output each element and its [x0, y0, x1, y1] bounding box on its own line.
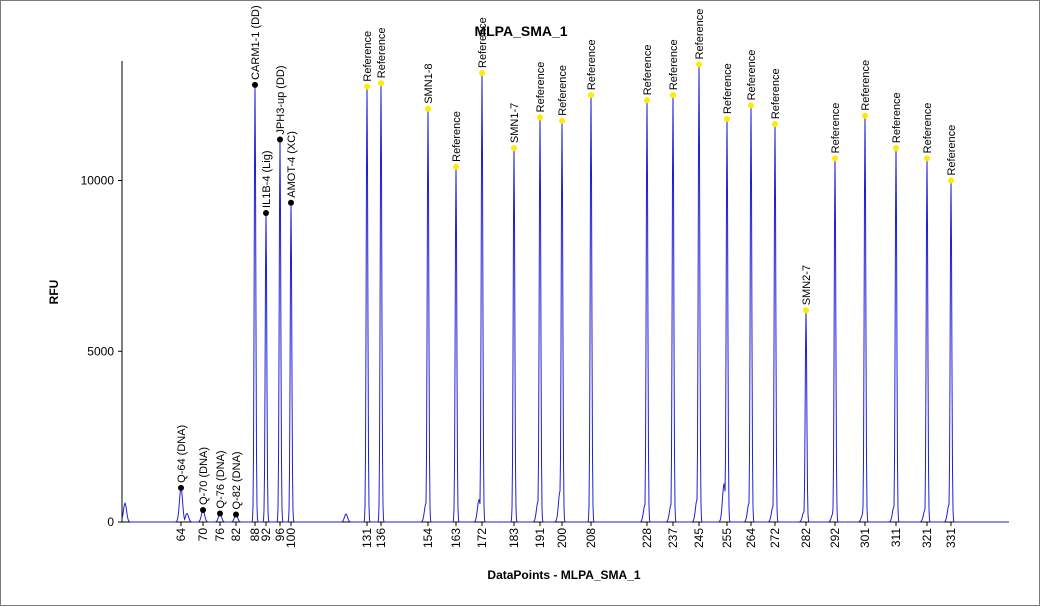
- x-tick-label: 331: [944, 528, 958, 548]
- peak-marker: [948, 177, 954, 184]
- x-tick-label: 163: [449, 528, 463, 548]
- peak-label: Q-82 (DNA): [231, 451, 243, 509]
- peak-label: CARM1-1 (DD): [250, 5, 262, 80]
- x-tick-label: 172: [475, 528, 489, 548]
- peak-marker: [200, 507, 206, 514]
- signal-trace: [121, 64, 1009, 523]
- peak-marker: [644, 97, 650, 104]
- x-tick-label: 96: [273, 528, 287, 542]
- peak-label: SMN1-7: [509, 103, 521, 143]
- x-tick-label: 64: [174, 528, 188, 542]
- x-tick-label: 200: [555, 528, 569, 548]
- peak-label: Reference: [922, 103, 934, 154]
- x-tick-label: 272: [768, 528, 782, 548]
- peak-marker: [217, 510, 223, 517]
- x-tick-label: 88: [248, 528, 262, 542]
- x-tick-label: 131: [360, 528, 374, 548]
- peak-marker: [425, 105, 431, 112]
- peak-marker: [772, 121, 778, 128]
- peak-label: Reference: [946, 125, 958, 176]
- peak-marker: [537, 114, 543, 121]
- peak-marker: [803, 307, 809, 314]
- peak-marker: [670, 92, 676, 99]
- x-tick-label: 311: [889, 528, 903, 547]
- x-tick-label: 136: [374, 528, 388, 548]
- peak-marker: [453, 163, 459, 170]
- x-tick-label: 264: [744, 528, 758, 548]
- peak-label: Reference: [362, 31, 374, 82]
- peak-label: Reference: [668, 39, 680, 90]
- x-tick-label: 76: [213, 528, 227, 542]
- plot-area: 0 5000 10000 Q-64 (DNA) 64 Q-70 (DNA) 70 Q-76 (…: [81, 5, 1009, 548]
- peak-marker: [479, 69, 485, 76]
- x-tick-label: 82: [229, 528, 243, 542]
- peak-marker: [233, 511, 239, 518]
- peak-label: JPH3-up (DD): [275, 65, 287, 134]
- x-tick-label: 237: [666, 528, 680, 548]
- peak-marker: [924, 155, 930, 162]
- peak-label: Reference: [557, 65, 569, 116]
- peak-label: IL1B-4 (Lig): [261, 150, 273, 207]
- x-tick-label: 70: [196, 528, 210, 542]
- x-tick-label: 301: [858, 528, 872, 548]
- peak-marker: [511, 145, 517, 152]
- x-tick-label: 282: [799, 528, 813, 548]
- y-axis-label: RFU: [47, 280, 61, 305]
- peak-label: Q-64 (DNA): [176, 425, 188, 483]
- x-tick-label: 245: [692, 528, 706, 548]
- peak-marker: [696, 61, 702, 68]
- x-tick-label: 183: [507, 528, 521, 548]
- peak-label: Reference: [830, 103, 842, 154]
- peak-marker: [724, 116, 730, 123]
- x-tick-label: 191: [533, 528, 547, 548]
- peak-marker: [893, 145, 899, 152]
- peak-label: Reference: [642, 45, 654, 96]
- peak-label: AMOT-4 (XC): [286, 131, 298, 198]
- peak-marker: [862, 112, 868, 119]
- peak-marker: [252, 81, 258, 88]
- y-tick-label: 10000: [81, 174, 115, 188]
- peak-marker: [378, 80, 384, 87]
- peak-label: Reference: [722, 63, 734, 114]
- peak-label: Reference: [586, 39, 598, 90]
- x-tick-label: 255: [720, 528, 734, 548]
- x-tick-label: 92: [259, 528, 273, 542]
- peak-label: Reference: [770, 68, 782, 119]
- peak-marker: [288, 199, 294, 206]
- y-tick-label: 0: [107, 515, 114, 529]
- peak-marker: [263, 209, 269, 216]
- peak-label: Q-70 (DNA): [198, 447, 210, 505]
- peak-label: SMN1-8: [423, 63, 435, 103]
- peak-marker: [277, 136, 283, 143]
- x-axis-label: DataPoints - MLPA_SMA_1: [487, 568, 640, 582]
- x-tick-label: 292: [828, 528, 842, 548]
- peak-marker: [832, 155, 838, 162]
- peak-label: Reference: [891, 92, 903, 143]
- peak-marker: [588, 92, 594, 99]
- peak-marker: [364, 83, 370, 90]
- peak-marker: [748, 102, 754, 109]
- x-tick-label: 208: [584, 528, 598, 548]
- chart-title: MLPA_SMA_1: [474, 23, 567, 39]
- peak-label: Reference: [376, 27, 388, 78]
- peak-marker: [178, 484, 184, 491]
- peak-label: Reference: [535, 62, 547, 113]
- peak-label: Reference: [694, 9, 706, 60]
- peak-label: Reference: [860, 60, 872, 111]
- x-tick-label: 100: [284, 528, 298, 548]
- y-tick-label: 5000: [87, 344, 114, 358]
- peak-label: Reference: [477, 17, 489, 68]
- x-tick-label: 321: [920, 528, 934, 548]
- peak-label: SMN2-7: [801, 265, 813, 305]
- peak-marker: [559, 117, 565, 124]
- x-tick-label: 228: [640, 528, 654, 548]
- peak-label: Reference: [746, 50, 758, 101]
- peak-label: Reference: [451, 111, 463, 162]
- x-tick-label: 154: [421, 528, 435, 548]
- peak-label: Q-76 (DNA): [215, 450, 227, 508]
